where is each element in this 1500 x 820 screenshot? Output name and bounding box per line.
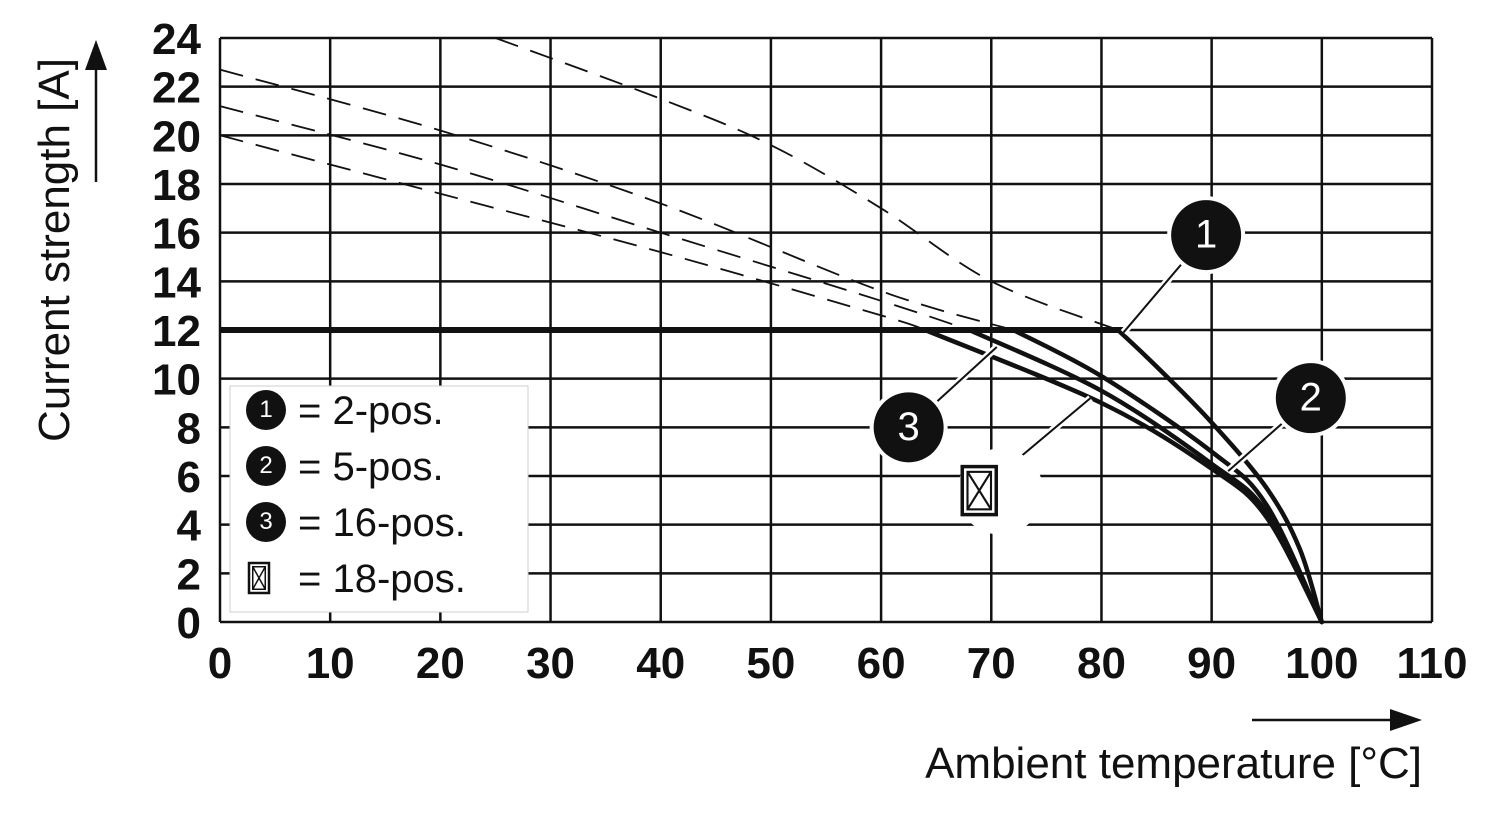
callout-badge-2: 2 xyxy=(1275,363,1346,434)
x-tick-label: 80 xyxy=(1077,639,1126,688)
legend-badge-3: 3 xyxy=(246,502,286,542)
y-tick-label: 12 xyxy=(152,307,201,356)
x-tick-label: 70 xyxy=(967,639,1016,688)
y-tick-label: 2 xyxy=(177,550,201,599)
x-tick-label: 30 xyxy=(526,639,575,688)
x-axis-title: Ambient temperature [°C] xyxy=(925,739,1422,788)
y-tick-label: 20 xyxy=(152,112,201,161)
series-crossed-box-icon-dashed-line xyxy=(219,105,970,331)
legend-crossed-box-icon-inner xyxy=(252,566,266,590)
plot-grid xyxy=(218,36,1434,624)
legend-label: = 2-pos. xyxy=(298,389,444,433)
y-tick-label: 8 xyxy=(177,404,201,453)
legend-badge-2-number: 2 xyxy=(259,452,272,479)
callout-badge-3-number: 3 xyxy=(898,405,920,449)
legend-crossed-box-icon-diagonal xyxy=(252,566,266,590)
callout-badge-3-disc xyxy=(873,392,944,463)
y-axis-arrow-head xyxy=(85,40,107,70)
x-tick-label: 100 xyxy=(1285,639,1358,688)
y-tick-label: 14 xyxy=(152,258,201,307)
legend-badge-1-disc xyxy=(246,390,286,430)
callout-badge-2-number: 2 xyxy=(1300,376,1322,420)
y-tick-label: 18 xyxy=(152,161,201,210)
axis-titles: Current strength [A] Ambient temperature… xyxy=(30,40,1422,788)
legend-badge-1-number: 1 xyxy=(259,396,272,423)
legend-badge-2: 2 xyxy=(246,446,286,486)
x-tick-label: 90 xyxy=(1187,639,1236,688)
series-2-dashed-line xyxy=(219,68,1014,331)
series-1-dashed-line xyxy=(495,37,1119,331)
x-tick-label: 10 xyxy=(306,639,355,688)
legend-badge-3-disc xyxy=(246,502,286,542)
legend: 1 = 2-pos. 2 = 5-pos. 3 = 16-pos. = 18-pos. xyxy=(229,385,529,613)
y-axis-title: Current strength [A] xyxy=(30,58,79,442)
y-tick-label: 4 xyxy=(177,502,202,551)
x-tick-label: 40 xyxy=(636,639,685,688)
legend-label: = 5-pos. xyxy=(298,445,444,489)
plot-series xyxy=(219,37,1325,625)
x-tick-label: 110 xyxy=(1397,639,1468,688)
legend-crossed-box-icon xyxy=(247,561,271,595)
legend-label: = 16-pos. xyxy=(298,501,466,545)
crossed-box-icon-diagonal xyxy=(966,471,992,510)
legend-badge-3-number: 3 xyxy=(259,508,272,535)
callout-badge-1-disc xyxy=(1171,200,1242,271)
x-tick-label: 0 xyxy=(208,639,232,688)
series-3-solid-line xyxy=(922,327,1325,625)
callouts: 1 2 3 xyxy=(869,196,1350,535)
callout-badge-1-number: 1 xyxy=(1195,213,1217,257)
crossed-box-icon-inner xyxy=(966,470,993,511)
x-tick-label: 50 xyxy=(746,639,795,688)
crossed-box-icon xyxy=(960,464,999,517)
y-tick-label: 10 xyxy=(152,356,201,405)
x-tick-label: 20 xyxy=(416,639,465,688)
y-tick-label: 24 xyxy=(152,15,201,64)
callout-badge-1: 1 xyxy=(1171,200,1242,271)
y-tick-label: 16 xyxy=(152,210,201,259)
y-tick-label: 22 xyxy=(152,64,201,113)
x-tick-label: 60 xyxy=(857,639,906,688)
legend-badge-2-disc xyxy=(246,446,286,486)
series-3-dashed-line xyxy=(219,134,926,331)
callout-badge-2-disc xyxy=(1275,363,1346,434)
legend-label: = 18-pos. xyxy=(298,557,466,601)
tick-labels: 0 10 20 30 40 50 60 70 80 90 100 110024681012141618… xyxy=(152,15,1467,688)
legend-badge-1: 1 xyxy=(246,390,286,430)
y-tick-label: 6 xyxy=(177,453,201,502)
callout-badge-3: 3 xyxy=(873,392,944,463)
y-tick-label: 0 xyxy=(177,599,201,648)
x-axis-arrow-head xyxy=(1390,709,1422,731)
